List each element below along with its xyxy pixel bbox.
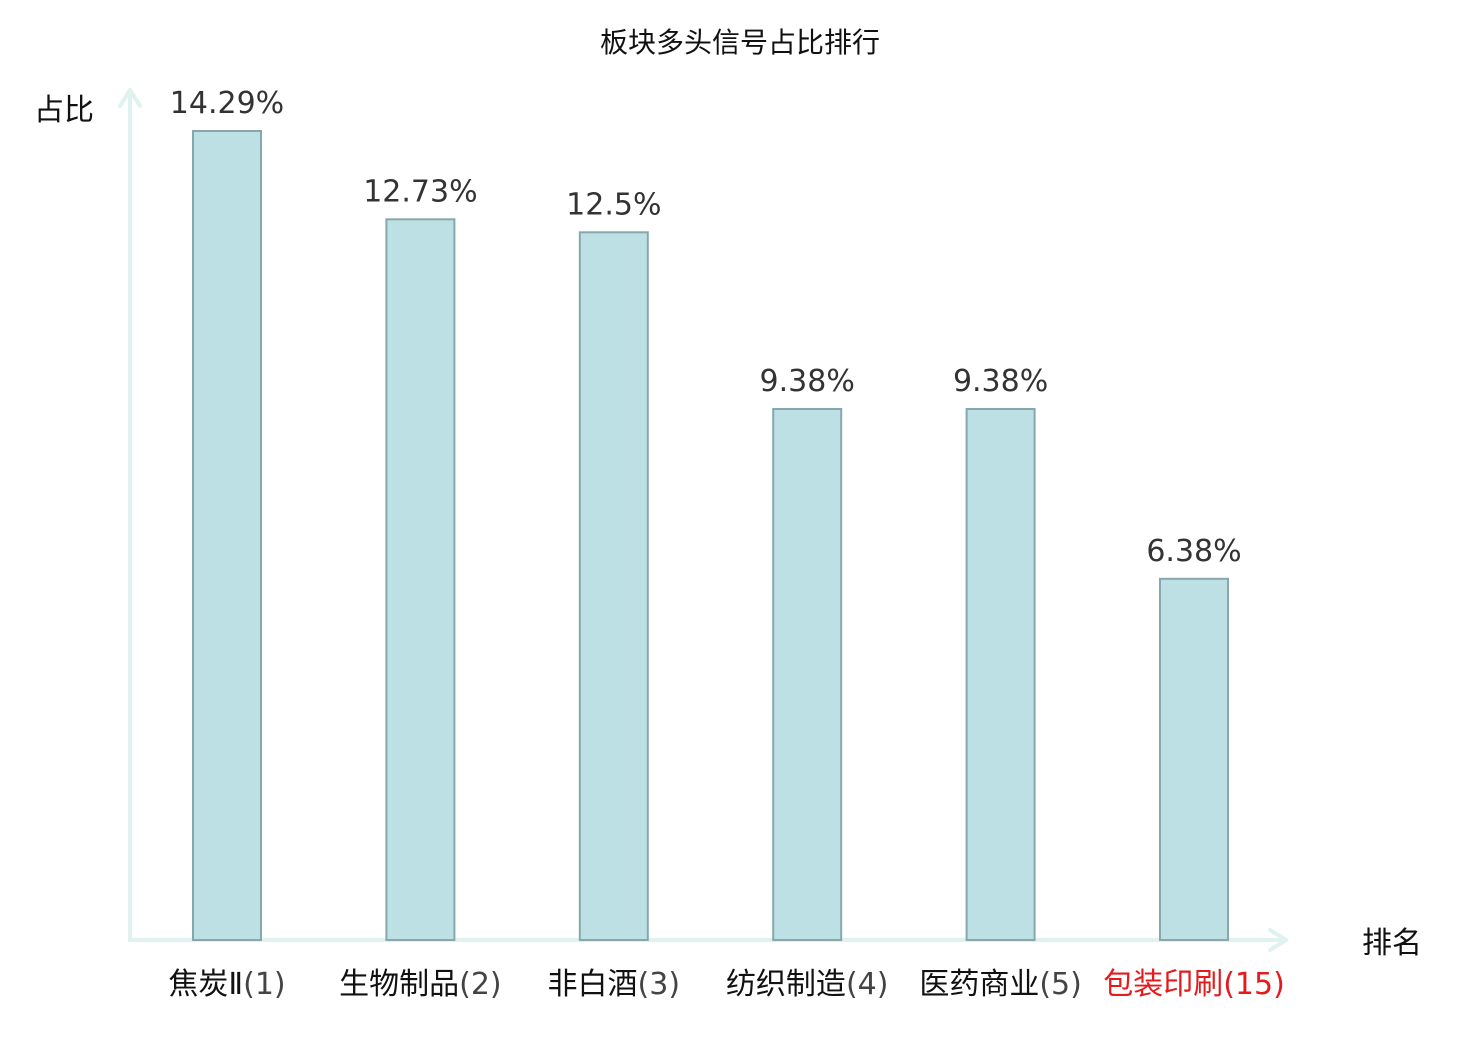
category-label: 纺织制造(4) xyxy=(726,967,889,1002)
category-name: 非白酒 xyxy=(548,967,638,1002)
bar xyxy=(772,408,843,941)
category-rank: (4) xyxy=(846,967,889,1002)
bar xyxy=(192,130,262,941)
chart-title: 板块多头信号占比排行 xyxy=(600,26,880,59)
category-rank: (15) xyxy=(1223,967,1285,1002)
bar xyxy=(578,231,649,942)
category-name: 焦炭Ⅱ xyxy=(168,967,243,1002)
bar-value-label: 9.38% xyxy=(760,364,855,399)
x-axis-label: 排名 xyxy=(1362,926,1422,961)
bar-value-label: 12.73% xyxy=(363,174,477,209)
category-label: 焦炭Ⅱ(1) xyxy=(168,967,285,1002)
bars xyxy=(192,130,1229,942)
bar xyxy=(1159,577,1229,941)
category-label: 生物制品(2) xyxy=(339,967,502,1002)
bar xyxy=(965,408,1036,941)
bar xyxy=(385,218,456,942)
y-axis-label: 占比 xyxy=(34,93,94,128)
category-rank: (5) xyxy=(1039,967,1082,1002)
x-axis-arrow xyxy=(1268,928,1288,952)
category-rank: (3) xyxy=(638,967,681,1002)
category-label: 医药商业(5) xyxy=(919,967,1082,1002)
category-label: 包装印刷(15) xyxy=(1103,967,1285,1002)
category-name: 生物制品 xyxy=(339,967,459,1002)
value-labels: 14.29% 12.73% 12.5% 9.38% 9.38% 6.38% xyxy=(170,86,1242,569)
bar-value-label: 9.38% xyxy=(953,364,1048,399)
axes xyxy=(118,88,1288,952)
category-rank: (1) xyxy=(243,967,286,1002)
category-name: 医药商业 xyxy=(919,967,1039,1002)
category-rank: (2) xyxy=(459,967,502,1002)
bar-value-label: 6.38% xyxy=(1146,534,1241,569)
category-labels: 焦炭Ⅱ(1) 生物制品(2) 非白酒(3) 纺织制造(4) 医药商业(5) 包装印刷(15… xyxy=(168,967,1284,1002)
category-label: 非白酒(3) xyxy=(548,967,681,1002)
y-axis-arrow xyxy=(118,88,142,108)
category-name: 包装印刷 xyxy=(1103,967,1223,1002)
bar-value-label: 14.29% xyxy=(170,86,284,121)
bar-value-label: 12.5% xyxy=(566,187,661,222)
category-name: 纺织制造 xyxy=(726,967,846,1002)
